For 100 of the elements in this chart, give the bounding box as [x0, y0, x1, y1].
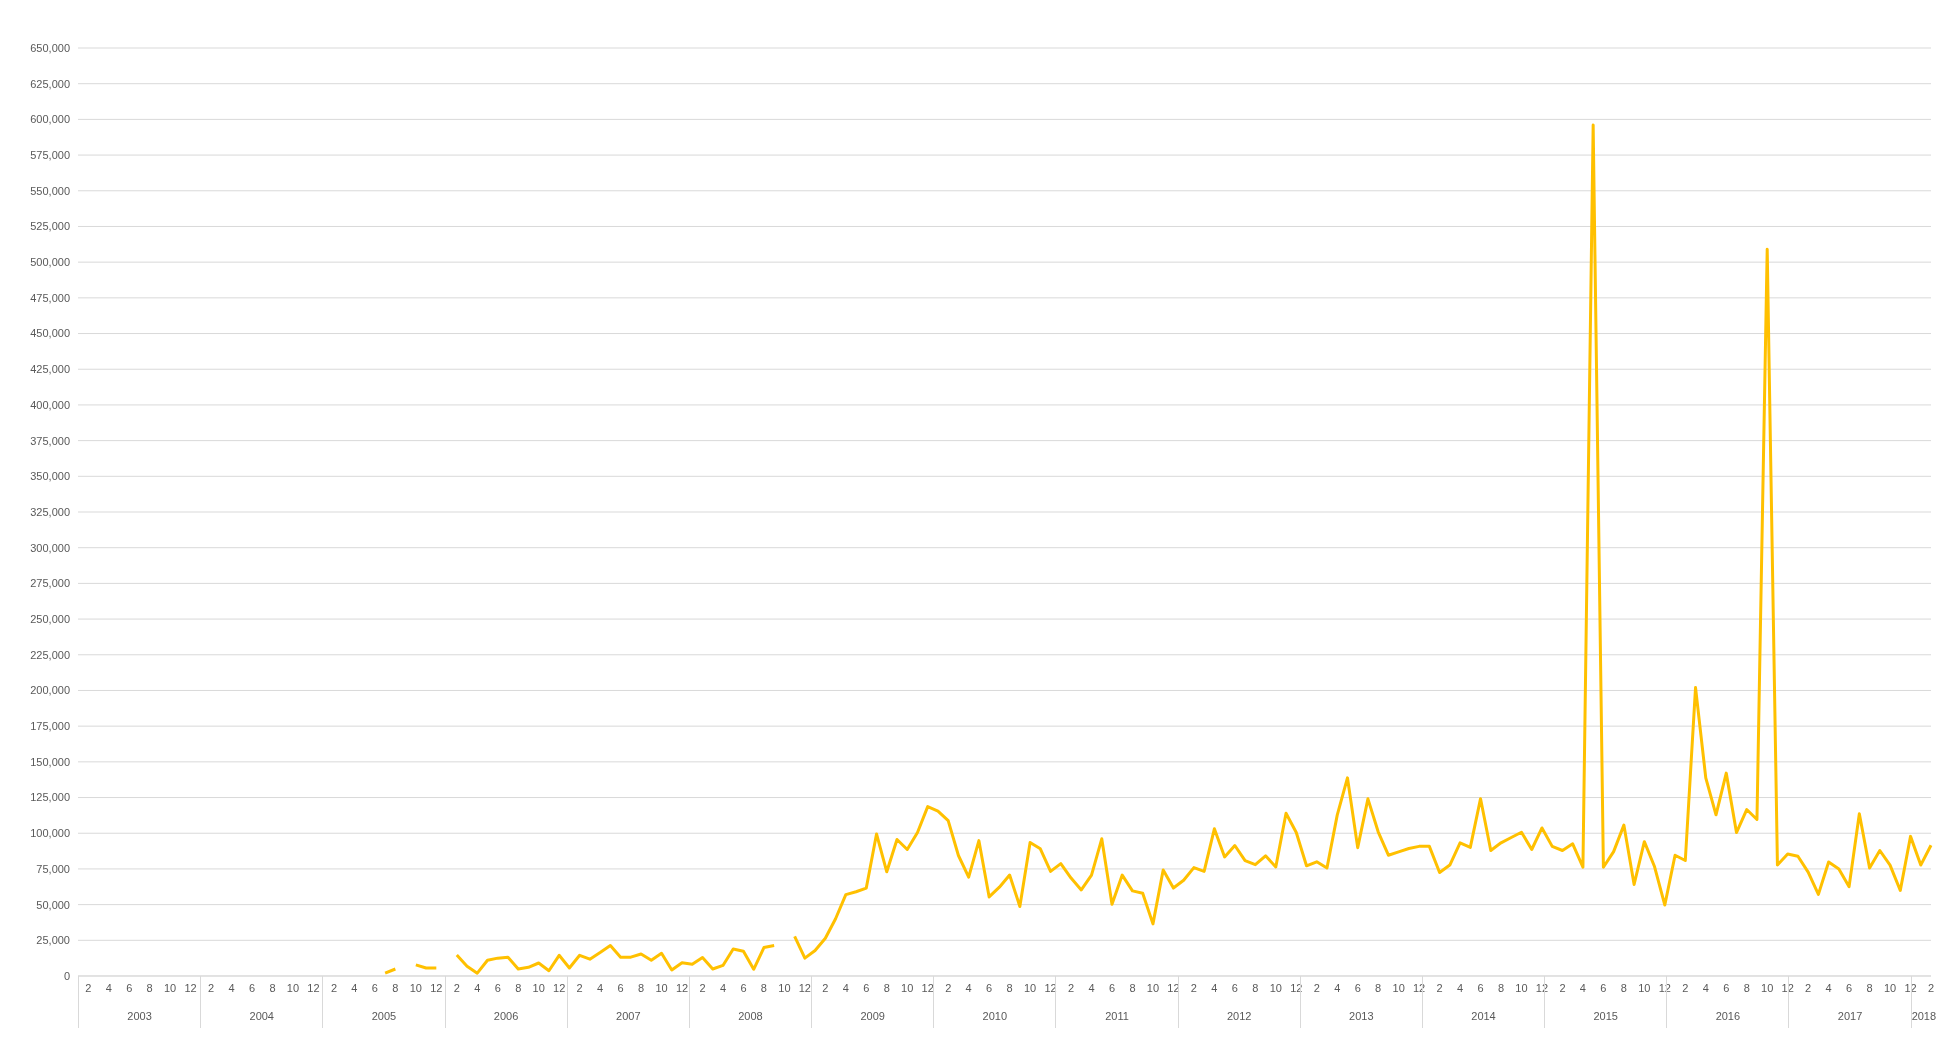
x-tick-label: 8 — [392, 981, 399, 994]
y-tick-label: 325,000 — [30, 505, 70, 518]
x-tick-label: 8 — [1620, 981, 1627, 994]
x-tick-label: 6 — [1846, 981, 1853, 994]
x-tick-label: 10 — [1515, 981, 1528, 994]
x-tick-label: 6 — [617, 981, 624, 994]
x-tick-label: 4 — [597, 981, 604, 994]
x-tick-label: 2 — [453, 981, 460, 994]
y-tick-label: 100,000 — [30, 827, 70, 840]
x-tick-label: 2 — [1436, 981, 1443, 994]
x-tick-label: 6 — [1231, 981, 1238, 994]
y-tick-label: 650,000 — [30, 41, 70, 54]
x-tick-label: 4 — [1211, 981, 1218, 994]
x-tick-label: 4 — [842, 981, 849, 994]
x-tick-label: 4 — [105, 981, 112, 994]
x-tick-label: 2 — [576, 981, 583, 994]
y-tick-label: 375,000 — [30, 434, 70, 447]
x-tick-label: 10 — [1269, 981, 1282, 994]
y-tick-label: 350,000 — [30, 470, 70, 483]
text: 2005 — [370, 1010, 398, 1022]
x-tick-label: 6 — [986, 981, 993, 994]
x-tick-label: 4 — [1088, 981, 1095, 994]
x-tick-label: 12 — [798, 981, 811, 994]
x-tick-label: 10 — [1146, 981, 1160, 994]
y-tick-label: 275,000 — [30, 577, 70, 590]
x-tick-label: 2 — [1190, 981, 1197, 994]
x-tick-label: 8 — [1252, 981, 1259, 994]
x-tick-label: 10 — [901, 981, 914, 994]
text: 2015 — [1592, 1010, 1619, 1022]
y-tick-label: 400,000 — [30, 398, 70, 411]
y-tick-label: 125,000 — [30, 791, 70, 804]
text: 2010 — [981, 1010, 1009, 1022]
x-tick-label: 8 — [146, 981, 153, 994]
x-tick-label: 4 — [474, 981, 481, 994]
x-tick-label: 2 — [1067, 981, 1075, 994]
y-tick-label: 300,000 — [30, 541, 70, 554]
text: 2014 — [1470, 1010, 1497, 1022]
x-tick-label: 10 — [409, 981, 422, 994]
x-tick-label: 6 — [1723, 981, 1730, 994]
x-tick-label: 8 — [1866, 981, 1873, 994]
x-tick-label: 8 — [1497, 981, 1505, 994]
text: 2003 — [126, 1010, 153, 1022]
x-tick-label: 12 — [675, 981, 689, 994]
x-tick-label: 6 — [1108, 981, 1116, 994]
x-tick-label: 6 — [126, 981, 133, 994]
x-tick-label: 10 — [1883, 981, 1897, 994]
y-tick-label: 600,000 — [30, 113, 70, 126]
x-tick-label: 10 — [1761, 981, 1774, 994]
y-tick-label: 575,000 — [30, 148, 70, 161]
x-tick-label: 4 — [965, 981, 972, 994]
x-tick-label: 4 — [1825, 981, 1832, 994]
y-tick-label: 50,000 — [36, 898, 70, 911]
y-tick-label: 450,000 — [30, 327, 70, 340]
x-tick-label: 6 — [740, 981, 747, 994]
x-tick-label: 10 — [532, 981, 545, 994]
x-tick-label: 2 — [85, 981, 92, 994]
y-tick-label: 475,000 — [30, 291, 70, 304]
x-tick-label: 2 — [330, 981, 337, 994]
x-tick-label: 10 — [286, 981, 300, 994]
x-tick-label: 10 — [1638, 981, 1651, 994]
x-tick-label: 2 — [1805, 981, 1812, 994]
y-tick-label: 550,000 — [30, 184, 70, 197]
y-tick-label: 75,000 — [36, 862, 70, 875]
x-tick-label: 4 — [228, 981, 235, 994]
x-tick-label: 2 — [208, 981, 215, 994]
y-tick-label: 200,000 — [30, 684, 70, 697]
text: 2004 — [248, 1010, 275, 1022]
x-tick-label: 2 — [1927, 981, 1935, 994]
x-tick-label: 8 — [1006, 981, 1013, 994]
x-tick-label: 8 — [1375, 981, 1382, 994]
y-tick-label: 425,000 — [30, 363, 70, 376]
x-tick-label: 12 — [184, 981, 197, 994]
x-tick-label: 8 — [1129, 981, 1136, 994]
x-tick-label: 8 — [1743, 981, 1750, 994]
text: 2016 — [1714, 1010, 1742, 1022]
x-tick-label: 4 — [1702, 981, 1709, 994]
x-tick-label: 4 — [1334, 981, 1341, 994]
x-tick-label: 8 — [883, 981, 890, 994]
x-tick-label: 4 — [719, 981, 727, 994]
x-tick-label: 6 — [248, 981, 256, 994]
text: 2012 — [1225, 1010, 1253, 1022]
text: 2009 — [859, 1010, 886, 1022]
x-tick-label: 10 — [1023, 981, 1037, 994]
x-tick-label: 12 — [553, 981, 566, 994]
x-tick-label: 2 — [822, 981, 829, 994]
x-tick-label: 12 — [921, 981, 934, 994]
x-tick-label: 12 — [430, 981, 443, 994]
x-tick-label: 2 — [1313, 981, 1320, 994]
y-tick-label: 625,000 — [30, 77, 70, 90]
text: 2011 — [1104, 1010, 1130, 1022]
x-tick-label: 10 — [164, 981, 177, 994]
y-tick-label: 225,000 — [30, 648, 70, 661]
x-tick-label: 6 — [1600, 981, 1607, 994]
x-tick-label: 6 — [371, 981, 378, 994]
x-tick-label: 4 — [1579, 981, 1586, 994]
y-tick-label: 150,000 — [30, 755, 70, 768]
x-tick-label: 10 — [1392, 981, 1405, 994]
x-tick-label: 6 — [494, 981, 501, 994]
x-tick-label: 8 — [638, 981, 645, 994]
x-tick-label: 8 — [269, 981, 276, 994]
